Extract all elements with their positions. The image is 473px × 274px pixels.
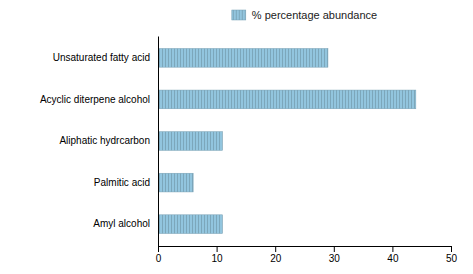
y-tick: Acyclic diterpene alcohol bbox=[40, 94, 150, 105]
legend-swatch bbox=[232, 10, 246, 20]
y-tick-label: Palmitic acid bbox=[94, 177, 150, 188]
y-axis-line bbox=[158, 37, 159, 247]
bar bbox=[158, 215, 222, 234]
x-tick-label: 40 bbox=[387, 253, 399, 264]
legend: % percentage abundance bbox=[232, 9, 377, 21]
legend-label: % percentage abundance bbox=[252, 9, 377, 21]
y-tick: Palmitic acid bbox=[94, 177, 150, 188]
x-tick-label: 50 bbox=[446, 253, 458, 264]
x-tick-mark bbox=[217, 246, 218, 252]
x-tick: 10 bbox=[212, 246, 224, 264]
chart: 0 10 20 30 40 50 Amyl alcohol Palmitic acid Alip… bbox=[0, 0, 473, 274]
x-tick-label: 0 bbox=[156, 253, 162, 264]
x-tick: 50 bbox=[446, 246, 458, 264]
x-tick-mark bbox=[334, 246, 335, 252]
x-tick: 20 bbox=[270, 246, 282, 264]
x-tick: 40 bbox=[387, 246, 399, 264]
x-tick-mark bbox=[392, 246, 393, 252]
x-axis-line bbox=[159, 247, 452, 253]
x-tick-mark bbox=[275, 246, 276, 252]
y-tick-label: Unsaturated fatty acid bbox=[53, 52, 150, 63]
bars bbox=[158, 48, 416, 233]
bar bbox=[158, 132, 222, 151]
bar bbox=[158, 173, 193, 192]
bar bbox=[158, 48, 328, 67]
bar bbox=[158, 90, 416, 109]
x-tick-mark bbox=[451, 246, 452, 252]
x-tick-label: 10 bbox=[212, 253, 224, 264]
y-axis: Amyl alcohol Palmitic acid Aliphatic hydrc… bbox=[40, 37, 159, 247]
y-tick: Amyl alcohol bbox=[93, 218, 150, 229]
plot: 0 10 20 30 40 50 Amyl alcohol Palmitic acid Alip… bbox=[40, 37, 458, 265]
y-tick: Aliphatic hydrcarbon bbox=[59, 135, 150, 146]
y-tick-label: Acyclic diterpene alcohol bbox=[40, 94, 150, 105]
x-tick-mark bbox=[158, 246, 159, 252]
y-tick: Unsaturated fatty acid bbox=[53, 52, 150, 63]
x-tick-label: 20 bbox=[270, 253, 282, 264]
y-tick-label: Aliphatic hydrcarbon bbox=[59, 135, 150, 146]
x-tick-label: 30 bbox=[329, 253, 341, 264]
x-tick: 0 bbox=[156, 246, 162, 264]
x-tick: 30 bbox=[329, 246, 341, 264]
x-axis: 0 10 20 30 40 50 bbox=[156, 246, 458, 264]
y-tick-label: Amyl alcohol bbox=[93, 218, 150, 229]
